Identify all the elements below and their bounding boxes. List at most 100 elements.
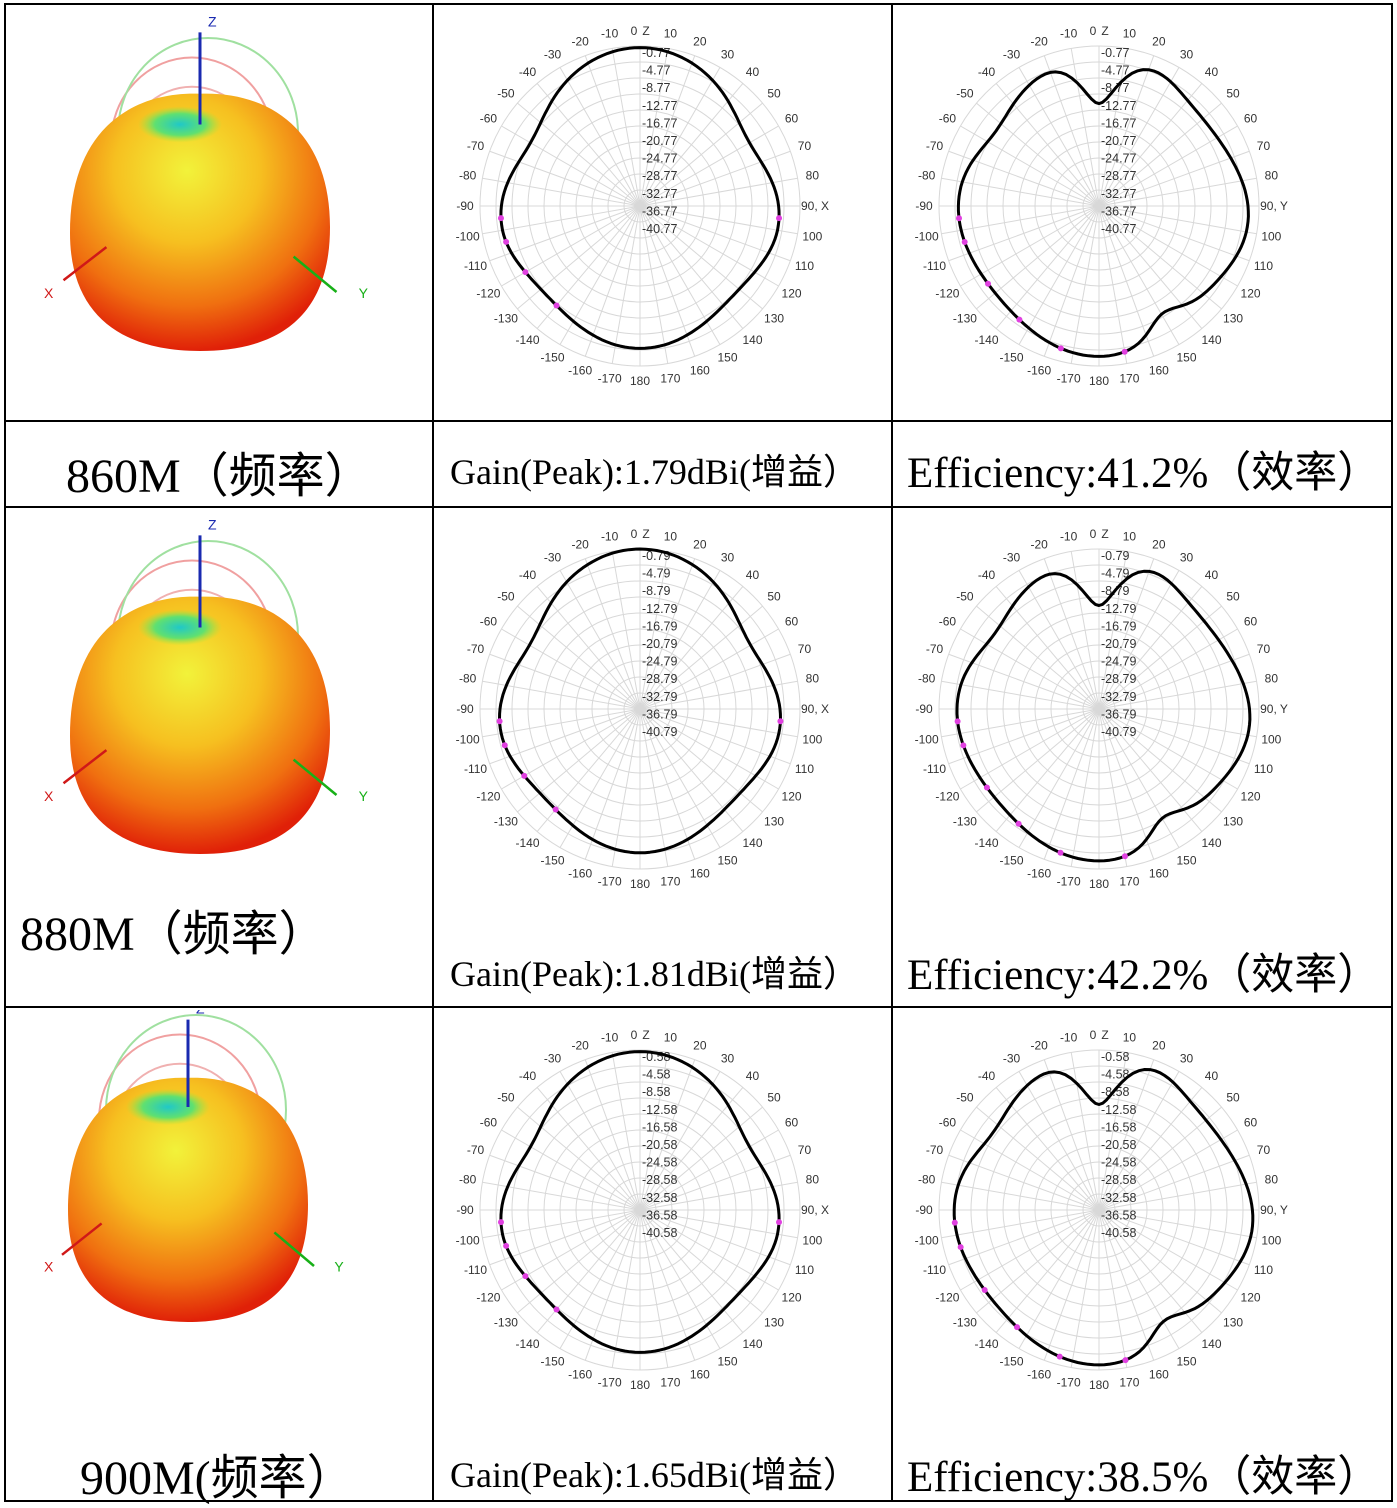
- polar-grid-spoke: [639, 205, 669, 364]
- pattern-marker: [981, 1287, 988, 1294]
- polar-angle-label: 60: [785, 615, 799, 629]
- polar-grid-spoke: [1098, 102, 1222, 207]
- polar-ring-label: -4.79: [1101, 567, 1130, 581]
- polar-angle-label: -130: [494, 311, 518, 325]
- polar-angle-label: -60: [480, 112, 498, 126]
- polar-ring-label: -12.79: [642, 602, 677, 616]
- polar-axis-side-label: 90, Y: [1260, 702, 1288, 716]
- polar-ring-label: -36.77: [642, 204, 677, 218]
- polar-angle-label: -140: [515, 333, 539, 347]
- gain-caption-860: Gain(Peak):1.79dBi(增益）: [450, 452, 859, 492]
- polar-grid-spoke: [482, 205, 641, 235]
- polar-grid-spoke: [611, 708, 641, 867]
- radiation-null-region: [126, 1088, 210, 1125]
- polar-ring-label: -24.58: [1101, 1156, 1136, 1170]
- polar-angle-label: -70: [467, 139, 485, 153]
- pattern-marker: [496, 718, 503, 725]
- polar-grid-spoke: [1098, 708, 1257, 738]
- polar-angle-label: -40: [978, 65, 996, 79]
- gain-caption-880: Gain(Peak):1.81dBi(增益）: [450, 954, 859, 994]
- polar-angle-label: -170: [1057, 874, 1081, 888]
- pattern-marker: [1056, 1353, 1063, 1360]
- polar-angle-label: -50: [956, 87, 974, 101]
- polar-grid-spoke: [1098, 1209, 1222, 1314]
- polar-angle-label: -150: [999, 854, 1023, 868]
- polar-angle-label: 20: [693, 1039, 707, 1053]
- polar-angle-label: -30: [1003, 1051, 1021, 1065]
- polar-ring-label: -12.77: [1101, 99, 1136, 113]
- polar-angle-label: -170: [1057, 371, 1081, 385]
- polar-grid-spoke: [1098, 1087, 1203, 1211]
- polar-grid-spoke: [639, 48, 669, 207]
- polar-grid-spoke: [1098, 708, 1155, 860]
- polar-angle-label: 180: [1089, 374, 1109, 388]
- table-border-left: [4, 4, 6, 1501]
- polar-angle-label: 20: [693, 538, 707, 552]
- polar-grid-spoke: [639, 708, 798, 738]
- polar-angle-label: -50: [497, 1091, 515, 1105]
- polar-angle-label: -130: [953, 814, 977, 828]
- polar-grid-spoke: [639, 1052, 669, 1211]
- polar-angle-label: -10: [1060, 1031, 1078, 1045]
- polar-grid-spoke: [1098, 205, 1257, 235]
- polar-angle-label: -100: [456, 229, 480, 243]
- polar-angle-label: 160: [1149, 866, 1169, 880]
- polar-ring-label: -20.79: [642, 637, 677, 651]
- polar-angle-label: 70: [1257, 1143, 1271, 1157]
- polar-grid-spoke: [1018, 708, 1100, 848]
- polar-grid-spoke: [639, 708, 744, 832]
- gain-polar-900: -10 -20 -30 -40 -50 -60 -70 -80 -90 -100 -110 -120 -…: [435, 1012, 890, 1420]
- table-border-top: [4, 3, 1393, 5]
- polar-angle-label: 170: [1119, 371, 1139, 385]
- polar-angle-label: -10: [1060, 27, 1078, 41]
- polar-grid-spoke: [639, 1209, 763, 1314]
- polar-grid-spoke: [639, 1106, 763, 1211]
- polar-grid-spoke: [1098, 205, 1155, 357]
- polar-angle-label: 0: [631, 1028, 638, 1042]
- polar-angle-label: -120: [935, 287, 959, 301]
- radiation-pattern-trace: [952, 1068, 1255, 1367]
- polar-grid-spoke: [639, 1209, 744, 1333]
- polar-angle-label: 110: [795, 259, 814, 273]
- pattern-marker: [1057, 345, 1064, 352]
- polar-grid-spoke: [948, 205, 1100, 262]
- polar-chart-svg: -10 -20 -30 -40 -50 -60 -70 -80 -90 -100 -110 -120 -…: [456, 24, 829, 388]
- pattern-marker: [503, 1242, 510, 1249]
- polar-angle-label: -170: [598, 874, 622, 888]
- polar-z-label: Z: [1101, 527, 1108, 541]
- polar-ring-label: -12.58: [642, 1103, 677, 1117]
- polar-angle-label: -110: [923, 762, 946, 776]
- polar-angle-label: -150: [540, 854, 564, 868]
- radiation-3d-svg: Z X Y: [44, 13, 369, 352]
- polar-angle-label: 50: [1226, 1091, 1240, 1105]
- polar-grid-spoke: [1018, 67, 1100, 207]
- polar-grid-spoke: [482, 680, 641, 710]
- polar-angle-label: 50: [767, 87, 781, 101]
- polar-angle-label: 80: [806, 1173, 820, 1187]
- polar-ring-label: -4.58: [642, 1068, 671, 1082]
- polar-angle-label: 160: [1149, 363, 1169, 377]
- polar-angle-label: 30: [721, 550, 735, 564]
- polar-angle-label: -100: [915, 229, 939, 243]
- polar-angle-label: -20: [571, 1039, 589, 1053]
- polar-grid-spoke: [639, 570, 721, 710]
- polar-grid-spoke: [501, 1129, 641, 1211]
- polar-angle-label: 20: [1152, 35, 1166, 49]
- polar-grid-spoke: [1098, 205, 1222, 310]
- polar-z-label: Z: [642, 24, 649, 38]
- polar-angle-label: -70: [926, 139, 944, 153]
- polar-angle-label: 10: [664, 27, 678, 41]
- pattern-marker: [497, 1219, 504, 1226]
- polar-grid-spoke: [611, 48, 641, 207]
- polar-angle-label: -110: [464, 1263, 487, 1277]
- polar-grid-spoke: [1098, 708, 1180, 848]
- polar-angle-label: 150: [1176, 1355, 1196, 1369]
- polar-grid-spoke: [517, 1209, 641, 1314]
- polar-angle-label: -60: [480, 615, 498, 629]
- polar-grid-spoke: [976, 708, 1100, 813]
- polar-grid-spoke: [1098, 205, 1203, 329]
- polar-angle-label: -80: [459, 672, 477, 686]
- polar-grid-spoke: [501, 628, 641, 710]
- polar-angle-label: -20: [571, 35, 589, 49]
- polar-angle-label: -110: [923, 259, 946, 273]
